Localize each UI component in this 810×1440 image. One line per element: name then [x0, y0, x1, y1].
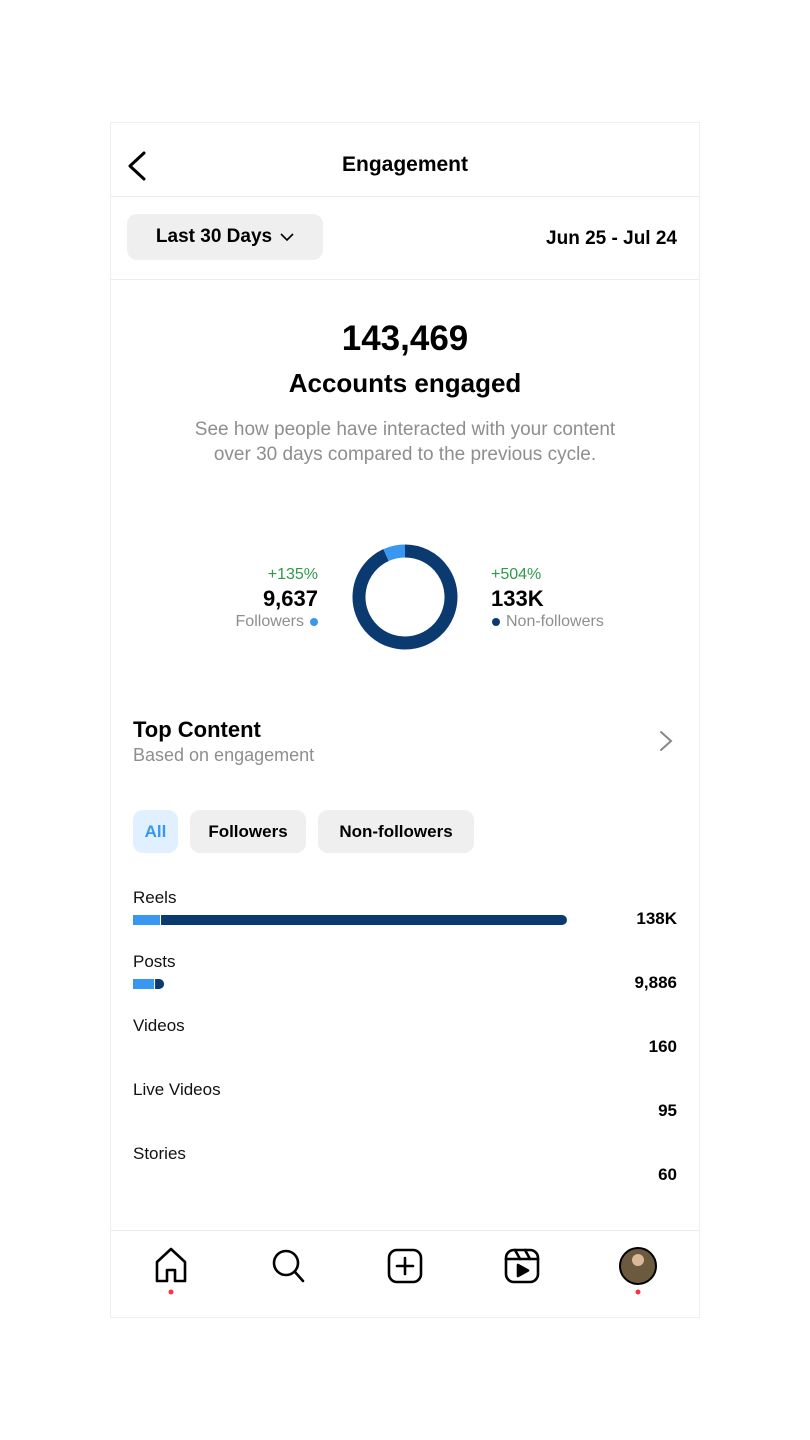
- screen: [110, 122, 700, 1318]
- tab-followers[interactable]: Followers: [190, 810, 306, 853]
- date-range: Jun 25 - Jul 24: [546, 228, 677, 249]
- reels-icon[interactable]: [504, 1248, 540, 1284]
- section-subtitle: Based on engagement: [133, 745, 315, 765]
- home-icon[interactable]: [155, 1247, 187, 1283]
- avatar-face: [632, 1254, 644, 1266]
- bar-non-followers: [161, 915, 567, 925]
- row-value: 95: [658, 1101, 677, 1120]
- legend-dot: [492, 618, 500, 626]
- donut-segment: [383, 544, 406, 562]
- donut-chart: [352, 544, 458, 650]
- divider: [110, 279, 700, 280]
- row-value: 60: [658, 1165, 677, 1184]
- description: See how people have interacted with your…: [194, 419, 616, 440]
- notification-dot: [635, 1289, 641, 1295]
- row-label: Videos: [133, 1016, 185, 1035]
- chevron[interactable]: [660, 731, 673, 751]
- row-value: 9,886: [634, 973, 677, 992]
- row-label: Reels: [133, 888, 177, 907]
- bar-followers: [133, 979, 155, 989]
- row-label: Live Videos: [133, 1080, 221, 1099]
- bar-chart: [133, 915, 567, 989]
- tab-all[interactable]: All: [133, 810, 178, 853]
- description: over 30 days compared to the previous cy…: [213, 444, 597, 465]
- non-followers-label: Non-followers: [506, 613, 604, 630]
- section-title: Top Content: [133, 717, 261, 742]
- row-label: Posts: [133, 952, 176, 971]
- row-value: 160: [648, 1037, 677, 1056]
- row-value: 138K: [636, 909, 677, 928]
- row-label: Stories: [133, 1144, 186, 1163]
- header-title: Engagement: [341, 153, 469, 176]
- legend-dot: [310, 618, 318, 626]
- back-button[interactable]: [128, 151, 146, 181]
- divider: [110, 1230, 700, 1231]
- donut-segment: [352, 544, 458, 650]
- period-label: Last 30 Days: [155, 226, 273, 247]
- divider: [110, 196, 700, 197]
- dropdown-icon: [280, 233, 294, 241]
- search-icon[interactable]: [272, 1249, 300, 1277]
- followers-label: Followers: [235, 613, 304, 630]
- bar-non-followers: [155, 979, 165, 989]
- followers-change: +135%: [267, 566, 318, 583]
- total-label: Accounts engaged: [288, 368, 522, 398]
- tab-non-followers[interactable]: Non-followers: [318, 810, 474, 853]
- period-dropdown[interactable]: Last 30 Days: [127, 214, 323, 260]
- bar-followers: [133, 915, 161, 925]
- followers-value: 9,637: [262, 586, 318, 611]
- notification-dot: [168, 1289, 174, 1295]
- non-followers-change: +504%: [491, 566, 542, 583]
- total-value: 143,469: [341, 319, 469, 358]
- create-icon[interactable]: [387, 1248, 423, 1284]
- non-followers-value: 133K: [491, 586, 544, 611]
